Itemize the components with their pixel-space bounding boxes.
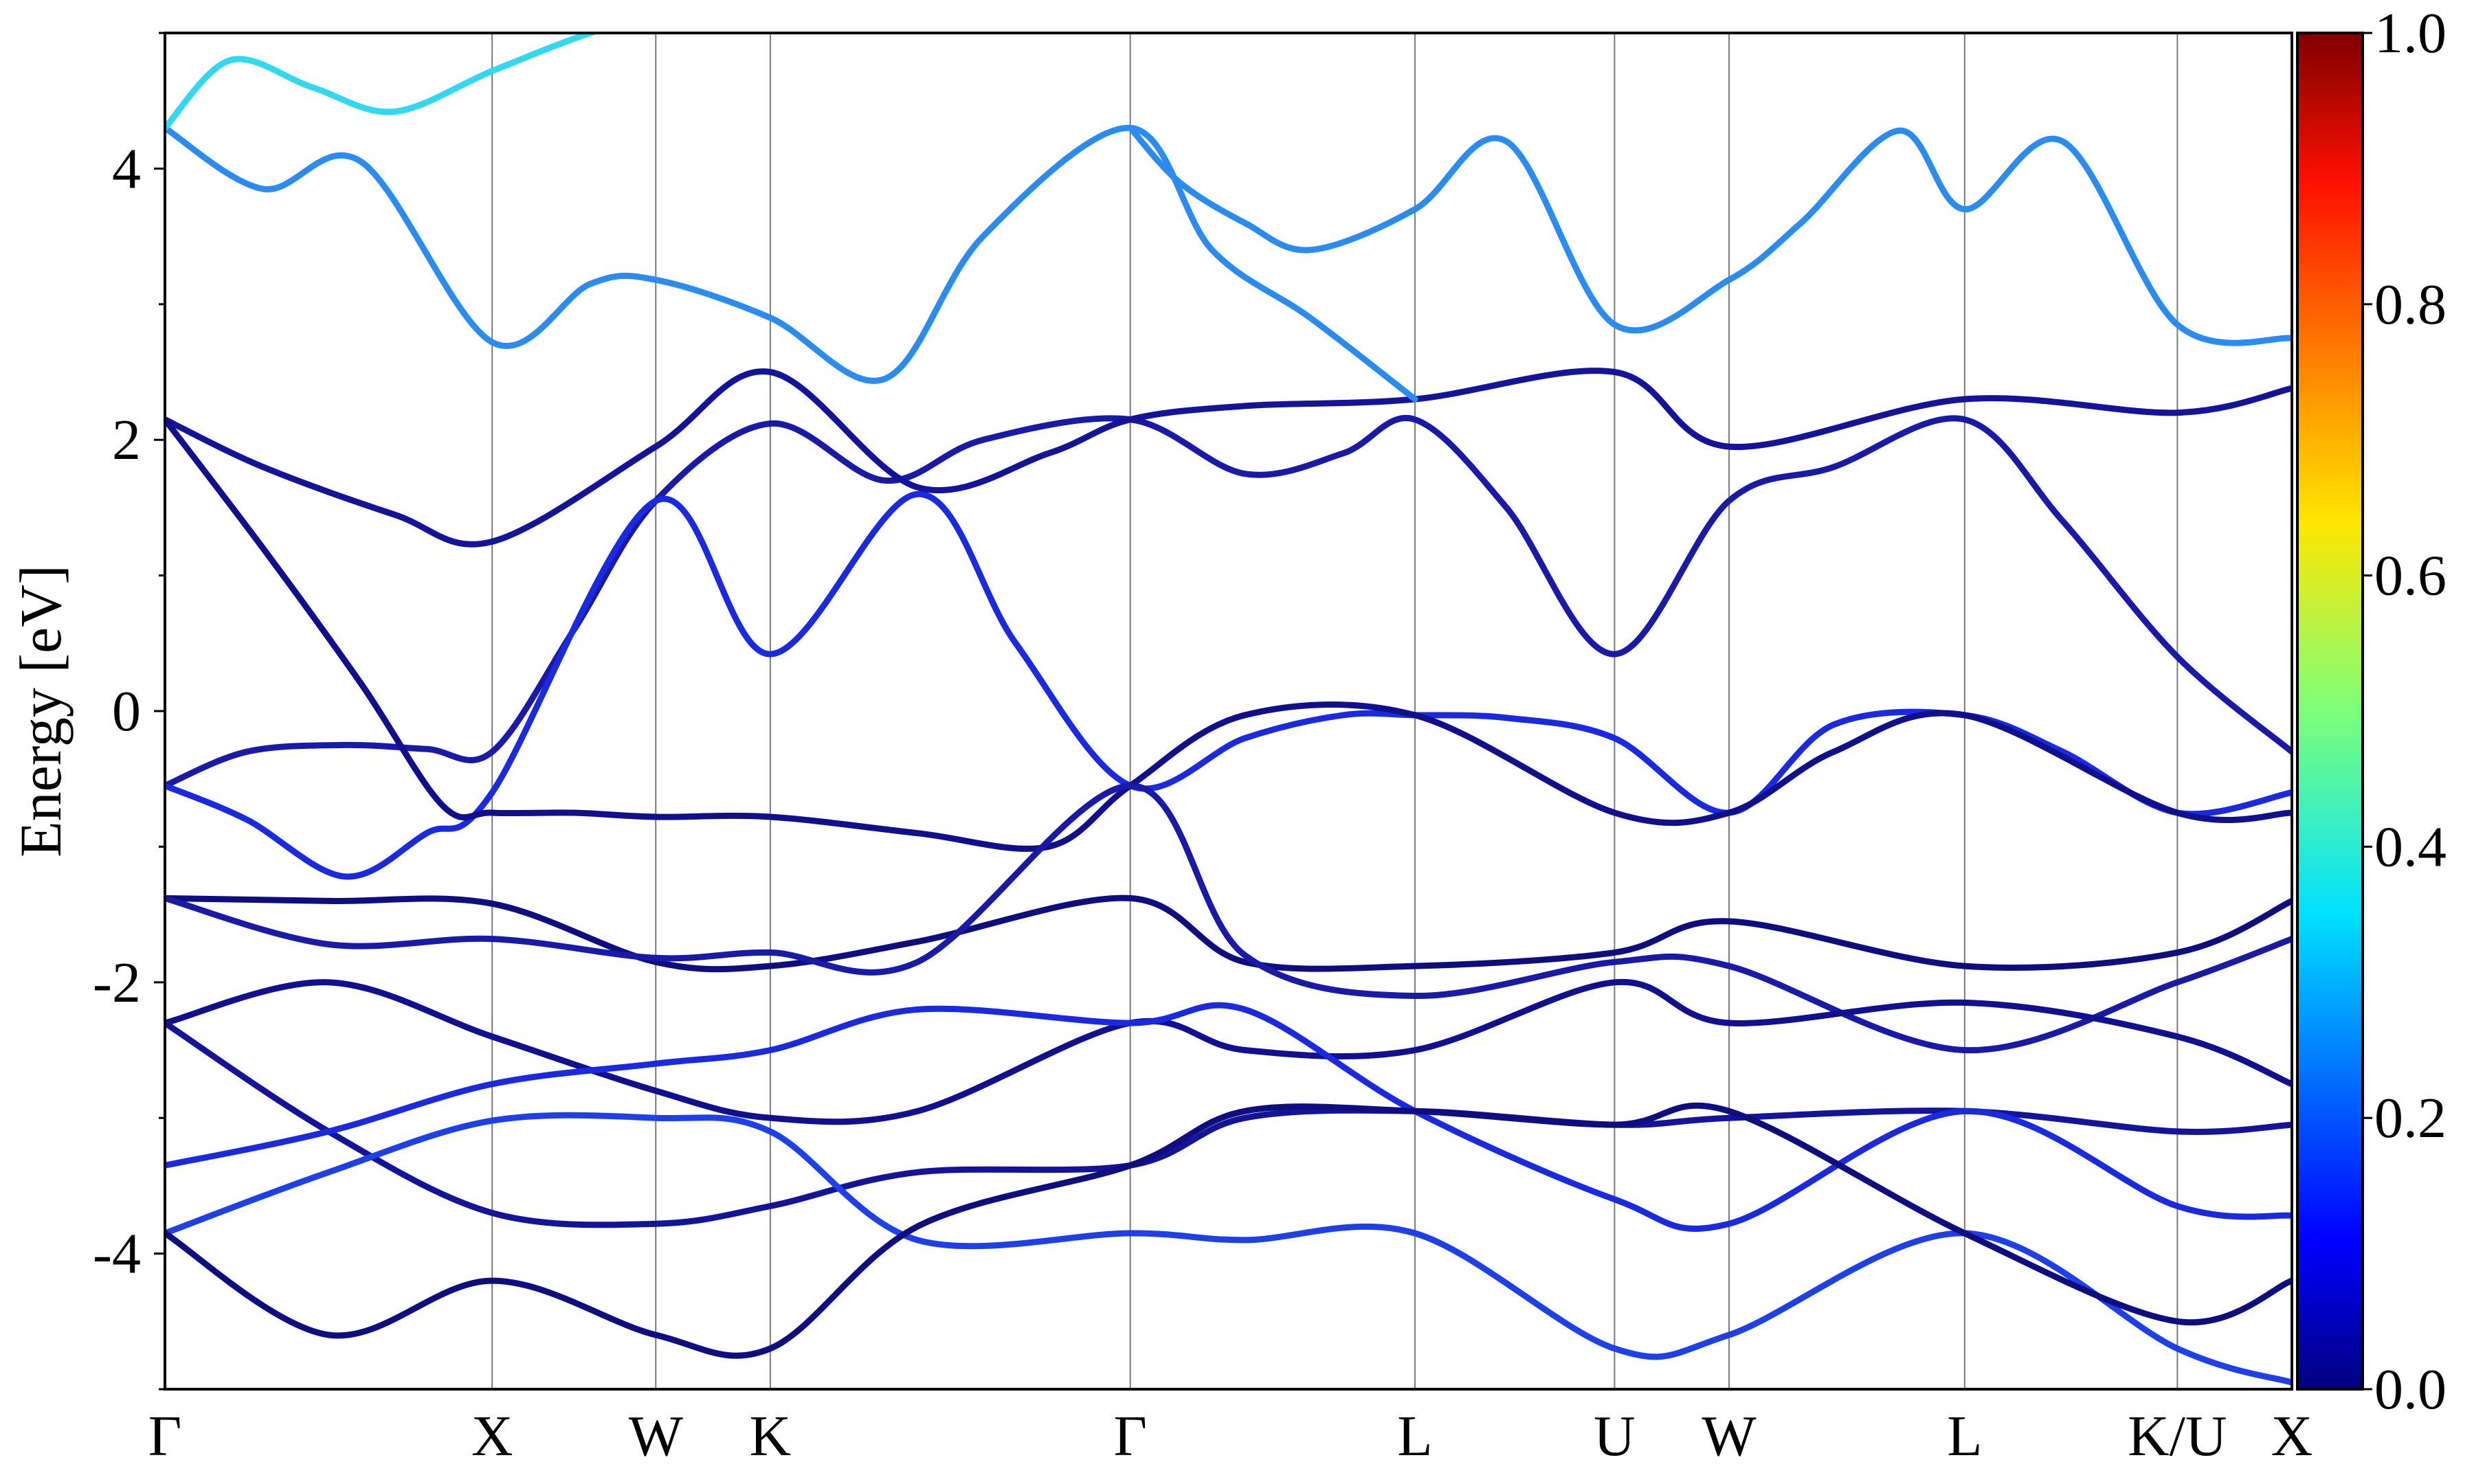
band-line	[165, 1112, 2292, 1386]
colorbar	[2296, 32, 2364, 1391]
plot-frame	[164, 32, 2293, 1391]
colorbar-tick-label: 0.6	[2374, 544, 2447, 608]
x-axis-ticks: Γ X W K Γ L U W L K/U X	[148, 1404, 2313, 1468]
x-tick-label: L	[1947, 1404, 1982, 1468]
band-line	[165, 783, 2292, 1054]
x-tick-label: X	[2271, 1404, 2313, 1468]
band-line	[165, 895, 2292, 973]
band-line	[165, 415, 2292, 789]
y-tick-label: 2	[112, 408, 141, 472]
y-tick-label: 4	[112, 137, 141, 201]
x-tick-label: K/U	[2128, 1404, 2227, 1468]
colorbar-tick-label: 0.4	[2374, 815, 2447, 879]
colorbar-ticks: 0.0 0.2 0.4 0.6 0.8 1.0	[2363, 1, 2447, 1421]
x-tick-label: W	[629, 1404, 684, 1468]
x-tick-label: Γ	[1113, 1404, 1147, 1468]
y-axis-ticks: -4 -2 0 2 4	[93, 32, 165, 1391]
x-tick-label: K	[750, 1404, 792, 1468]
band-line	[1127, 124, 2292, 346]
band-line	[165, 416, 2292, 852]
colorbar-tick-label: 0.2	[2374, 1086, 2447, 1150]
band-lines	[165, 33, 2292, 1386]
x-tick-label: Γ	[148, 1404, 182, 1468]
y-tick-label: -2	[93, 951, 141, 1015]
x-tick-label: W	[1702, 1404, 1757, 1468]
band-line	[165, 491, 2292, 880]
band-line	[165, 1002, 2292, 1232]
x-tick-label: U	[1594, 1404, 1636, 1468]
colorbar-tick-label: 0.0	[2374, 1358, 2447, 1421]
band-line	[165, 368, 2292, 548]
x-tick-label: L	[1397, 1404, 1432, 1468]
band-line	[165, 978, 2292, 1125]
band-line	[165, 1020, 2292, 1228]
band-line	[165, 33, 601, 131]
band-line	[165, 124, 1418, 403]
band-line	[165, 1102, 2292, 1359]
y-axis-label: Energy [eV]	[8, 565, 74, 857]
x-tick-label: X	[471, 1404, 513, 1468]
y-tick-label: -4	[93, 1222, 141, 1286]
colorbar-tick-label: 1.0	[2374, 1, 2447, 65]
high-symmetry-gridlines	[491, 33, 2178, 1389]
colorbar-tick-label: 0.8	[2374, 273, 2447, 337]
y-tick-label: 0	[112, 679, 141, 743]
